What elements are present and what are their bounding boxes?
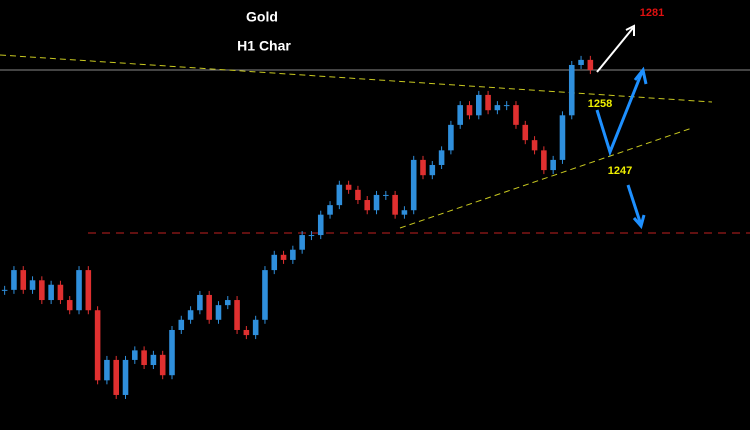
candle bbox=[20, 270, 27, 290]
candle bbox=[559, 115, 566, 160]
level-label: 1258 bbox=[588, 98, 612, 110]
candle bbox=[494, 105, 501, 111]
candle bbox=[485, 94, 491, 111]
candle bbox=[104, 359, 110, 381]
chart-title: Gold bbox=[246, 9, 278, 25]
candle bbox=[66, 300, 73, 311]
arrow bbox=[595, 71, 644, 157]
candle bbox=[252, 319, 259, 336]
candle bbox=[113, 359, 119, 395]
target-label: 1281 bbox=[640, 7, 664, 19]
candle bbox=[280, 254, 287, 260]
candle bbox=[587, 59, 594, 71]
candle bbox=[48, 284, 54, 301]
candle bbox=[234, 300, 240, 330]
candle bbox=[327, 205, 333, 215]
candle bbox=[94, 310, 101, 381]
candle bbox=[448, 124, 454, 151]
candle bbox=[513, 105, 519, 125]
chart-subtitle: H1 Char bbox=[237, 38, 291, 54]
candle bbox=[317, 214, 324, 236]
candle bbox=[383, 194, 389, 196]
candle bbox=[132, 350, 138, 360]
candle bbox=[401, 210, 408, 215]
candle bbox=[438, 150, 445, 165]
candle bbox=[150, 354, 157, 366]
candle bbox=[550, 159, 556, 171]
level-label: 1247 bbox=[608, 165, 632, 177]
candle bbox=[39, 280, 45, 301]
candle bbox=[215, 305, 222, 320]
candle bbox=[503, 105, 510, 107]
candle bbox=[243, 329, 250, 336]
candle bbox=[197, 294, 203, 311]
candle bbox=[531, 140, 538, 151]
candle bbox=[290, 249, 296, 260]
candle bbox=[308, 235, 315, 237]
candle bbox=[29, 280, 36, 290]
candle bbox=[57, 284, 64, 301]
candle bbox=[76, 270, 82, 311]
candle bbox=[178, 319, 185, 330]
candle bbox=[11, 270, 17, 290]
candle bbox=[169, 329, 175, 376]
arrow-head bbox=[633, 66, 648, 85]
candle bbox=[1, 289, 8, 291]
candle bbox=[578, 59, 584, 65]
candle bbox=[187, 310, 194, 320]
arrow-head bbox=[632, 214, 646, 230]
candle bbox=[159, 354, 166, 376]
candle bbox=[457, 105, 463, 125]
candle bbox=[568, 64, 575, 116]
arrow bbox=[596, 27, 634, 73]
candle bbox=[299, 235, 305, 250]
candle bbox=[420, 159, 426, 176]
candle bbox=[345, 184, 352, 190]
trend-line bbox=[0, 54, 713, 103]
candle bbox=[206, 294, 212, 320]
candle bbox=[522, 124, 529, 141]
candle bbox=[541, 150, 547, 171]
candle bbox=[364, 200, 371, 211]
arrow bbox=[626, 184, 643, 226]
candle bbox=[271, 254, 278, 271]
candle bbox=[476, 94, 482, 116]
candle bbox=[336, 184, 343, 206]
arrow-head bbox=[625, 24, 635, 36]
candle bbox=[122, 359, 129, 395]
candle bbox=[224, 300, 231, 306]
candle bbox=[410, 159, 417, 211]
candle bbox=[355, 189, 361, 201]
candle bbox=[262, 270, 268, 320]
candle bbox=[429, 164, 436, 176]
candle bbox=[373, 194, 380, 211]
candle bbox=[466, 105, 473, 116]
trend-line bbox=[399, 127, 693, 229]
candle bbox=[141, 350, 147, 366]
candle bbox=[85, 270, 92, 311]
candle bbox=[392, 194, 398, 215]
